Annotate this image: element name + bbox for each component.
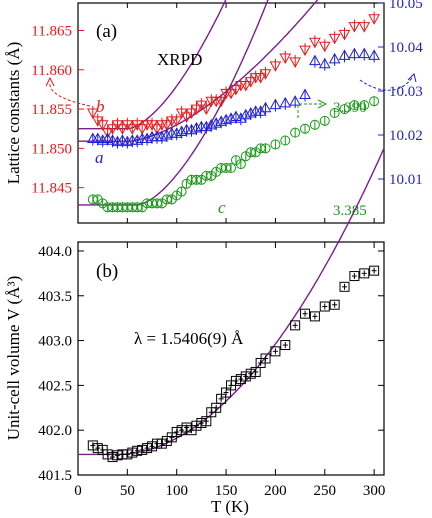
- panel-b-x-tick-label: 50: [120, 483, 135, 499]
- panel-a-ticks: 11.845 11.850 11.855 11.860 11.865 10.01 10.02…: [31, 0, 423, 223]
- data-point-volume: [369, 265, 380, 276]
- panel-b-ticks: 401.5 402.0 402.5 403.0 403.5 404.0 0 50 100 150 2…: [38, 242, 385, 499]
- left-y-tick-label: 11.845: [31, 181, 72, 197]
- series-label-b: b: [96, 97, 105, 116]
- data-point-volume: [309, 311, 320, 322]
- panel-b-x-tick-label: 200: [264, 483, 287, 499]
- left-y-tick-label: 11.860: [31, 63, 72, 79]
- panel-b-label: (b): [96, 261, 118, 282]
- left-y-tick-label: 11.850: [31, 141, 72, 157]
- fit-line-volume: [78, 147, 385, 456]
- panel-b-x-tick-label: 150: [215, 483, 238, 499]
- right-y-tick-label: 10.01: [389, 172, 423, 188]
- data-point-volume: [359, 268, 370, 279]
- data-point-volume: [290, 320, 301, 331]
- series-label-c: c: [218, 198, 226, 217]
- panel-b-fit-lines: [78, 147, 385, 456]
- panel-a-points: [86, 11, 380, 213]
- panel-b-x-tick-label: 250: [314, 483, 337, 499]
- panel-b-x-tick-label: 0: [74, 483, 82, 499]
- panel-b-x-tick-label: 100: [165, 483, 188, 499]
- panel-a-annotation: XRPD: [157, 50, 202, 69]
- right-y-tick-label: 10.02: [389, 128, 423, 144]
- right-y-tick-label: 10.04: [389, 40, 423, 56]
- data-point-volume: [260, 353, 271, 364]
- panel-b-points: [87, 265, 380, 463]
- arrow-a-to-right-axis: [359, 77, 413, 91]
- panel-a-label: (a): [96, 21, 117, 42]
- panel-a-ylabel: Lattice constants (Å): [4, 42, 23, 185]
- panel-b-y-tick-label: 404.0: [38, 244, 72, 260]
- panel-b-xlabel: T (K): [211, 497, 249, 516]
- arrow-c-to-label: [297, 103, 322, 118]
- series-label-a: a: [95, 148, 104, 167]
- data-point-volume: [300, 308, 311, 319]
- panel-b-x-tick-label: 300: [363, 483, 386, 499]
- data-point-volume: [329, 299, 340, 310]
- data-point-volume: [280, 340, 291, 351]
- data-point-volume: [319, 301, 330, 312]
- panel-b-y-tick-label: 402.0: [38, 423, 72, 439]
- arrow-head-a: [407, 73, 417, 83]
- panel-a-frame: [77, 2, 385, 224]
- c-axis-label-3385: 3.385: [333, 203, 367, 219]
- left-y-tick-label: 11.865: [31, 24, 72, 40]
- panel-b-frame: [77, 241, 385, 476]
- panel-b-y-tick-label: 402.5: [38, 378, 72, 394]
- data-point-volume: [349, 271, 360, 282]
- c-axis-label-3390: 3.390: [333, 100, 367, 116]
- data-point-volume: [270, 346, 281, 357]
- arrow-head-c: [317, 99, 328, 109]
- arrow-b-to-left-axis: [49, 81, 91, 107]
- right-y-tick-label: 10.05: [389, 0, 423, 12]
- panel-b-annotation: λ = 1.5406(9) Å: [134, 329, 244, 348]
- panel-b-y-tick-label: 403.5: [38, 289, 72, 305]
- arrow-head-b: [45, 76, 55, 87]
- panel-b-ylabel: Unit-cell volume V (Å³): [4, 276, 23, 441]
- right-y-tick-label: 10.03: [389, 84, 423, 100]
- panel-b-y-tick-label: 401.5: [38, 468, 72, 484]
- panel-b-y-tick-label: 403.0: [38, 334, 72, 350]
- left-y-tick-label: 11.855: [31, 102, 72, 118]
- data-point-volume: [339, 281, 350, 292]
- fit-line-c: [78, 0, 269, 206]
